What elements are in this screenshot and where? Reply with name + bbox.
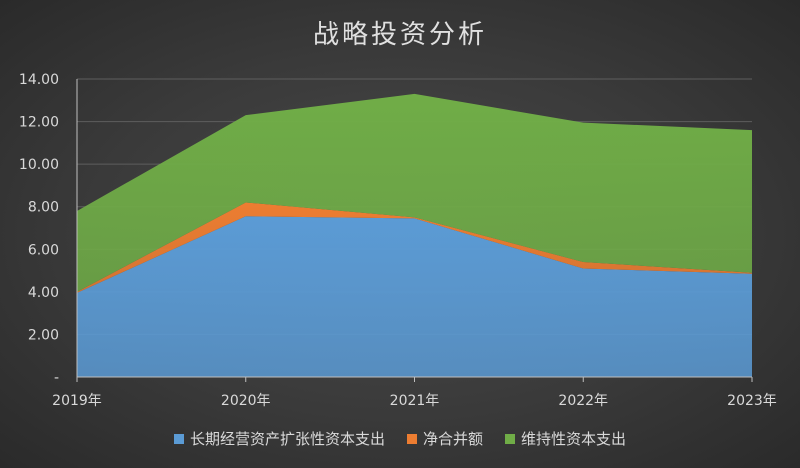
y-tick-label: 12.00 [19,115,59,131]
legend-swatch-long-term [173,433,184,444]
legend-item-maintenance: 维持性资本支出 [505,428,626,449]
y-tick-label: 2.00 [28,327,59,343]
x-tick-label: 2023年 [727,393,777,409]
x-tick-label: 2020年 [221,393,271,409]
x-tick-label: 2021年 [390,393,440,409]
y-tick-label: - [54,370,59,386]
legend-swatch-maintenance [505,433,515,444]
x-tick-label: 2022年 [558,393,608,409]
y-tick-label: 10.00 [19,157,59,173]
y-tick-label: 6.00 [28,242,59,258]
legend-item-long-term: 长期经营资产扩张性资本支出 [173,428,385,449]
legend-label-net-merger: 净合并额 [422,430,483,448]
y-tick-label: 4.00 [28,285,59,301]
legend-item-net-merger: 净合并额 [406,428,483,449]
chart-title: 战略投资分析 [312,20,487,50]
y-tick-label: 14.00 [19,72,59,88]
y-tick-label: 8.00 [28,200,59,216]
legend-label-long-term: 长期经营资产扩张性资本支出 [189,430,385,448]
legend: 长期经营资产扩张性资本支出 净合并额 维持性资本支出 [0,428,800,449]
x-tick-label: 2019年 [52,393,102,409]
legend-label-maintenance: 维持性资本支出 [521,430,627,448]
area-series-0 [77,216,752,377]
legend-swatch-net-merger [406,433,417,444]
area-series-2 [77,93,752,292]
